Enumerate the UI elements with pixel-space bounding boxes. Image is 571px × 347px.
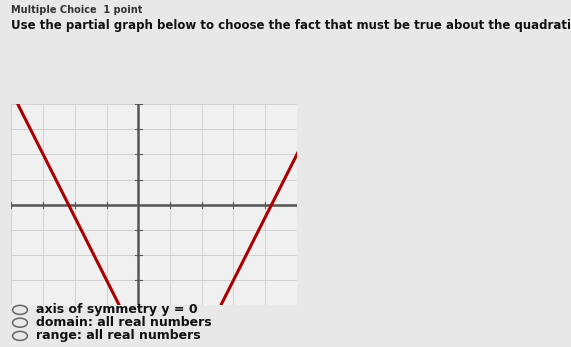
Text: domain: all real numbers: domain: all real numbers — [36, 316, 212, 329]
Text: axis of symmetry y = 0: axis of symmetry y = 0 — [36, 303, 198, 316]
Text: range: all real numbers: range: all real numbers — [36, 329, 200, 342]
Text: Use the partial graph below to choose the fact that must be true about the quadr: Use the partial graph below to choose th… — [11, 19, 571, 32]
Text: Multiple Choice  1 point: Multiple Choice 1 point — [11, 5, 143, 15]
